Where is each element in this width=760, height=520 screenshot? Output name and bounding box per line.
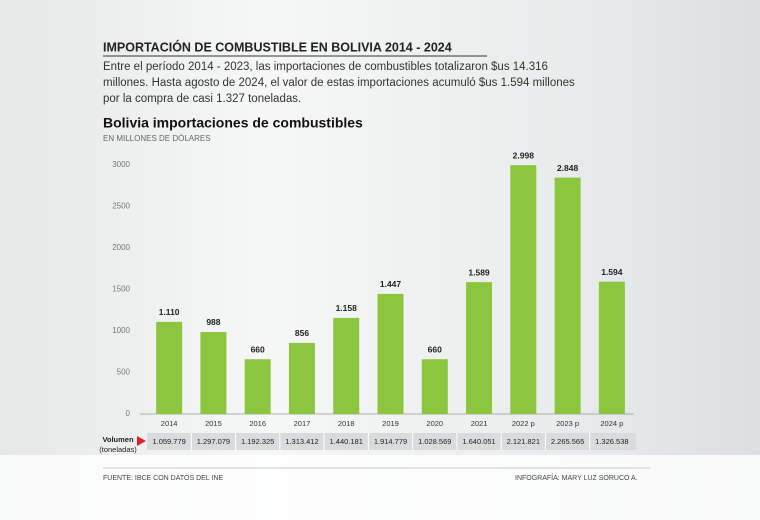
value-label: 1.447 xyxy=(380,279,402,289)
credit: INFOGRAFÍA: MARY LUZ SORUCO A. xyxy=(515,473,638,482)
bar xyxy=(377,293,404,414)
bar xyxy=(244,359,271,414)
bar xyxy=(288,342,315,414)
volume-label: (toneladas) xyxy=(99,445,137,454)
x-tick-label: 2023 p xyxy=(556,419,579,428)
bar xyxy=(510,165,537,414)
value-label: 1.158 xyxy=(336,303,358,313)
header-title: IMPORTACIÓN DE COMBUSTIBLE EN BOLIVIA 20… xyxy=(103,39,452,54)
y-tick-label: 3000 xyxy=(112,160,130,169)
value-label: 660 xyxy=(251,344,265,354)
volume-value: 1.326.538 xyxy=(595,437,628,446)
volume-value: 1.440.181 xyxy=(330,437,363,446)
bar xyxy=(156,321,183,414)
volume-value: 1.192.325 xyxy=(241,437,274,446)
source: FUENTE: IBCE CON DATOS DEL INE xyxy=(103,475,223,482)
value-label: 988 xyxy=(206,317,220,327)
x-tick-label: 2022 p xyxy=(512,419,535,428)
x-tick-label: 2014 xyxy=(161,419,178,428)
background-fade xyxy=(0,455,760,520)
value-label: 1.589 xyxy=(468,267,490,277)
value-label: 1.110 xyxy=(159,307,180,317)
bar xyxy=(421,359,448,414)
x-tick-label: 2018 xyxy=(338,419,355,428)
bar xyxy=(598,281,625,414)
x-tick-label: 2017 xyxy=(294,419,311,428)
x-tick-label: 2020 xyxy=(426,419,443,428)
y-tick-label: 1500 xyxy=(112,285,130,294)
bar xyxy=(466,282,493,414)
value-label: 660 xyxy=(428,344,442,354)
intro: Entre el período 2014 - 2023, las import… xyxy=(103,61,575,105)
volume-value: 1.914.779 xyxy=(374,437,407,446)
volume-label: Volumen xyxy=(102,435,134,444)
volume-value: 2.265.565 xyxy=(551,437,584,446)
value-label: 856 xyxy=(295,328,309,338)
y-tick-label: 2500 xyxy=(112,202,130,211)
x-tick-label: 2015 xyxy=(205,419,222,428)
volume-value: 1.313.412 xyxy=(285,437,318,446)
value-label: 2.998 xyxy=(513,150,535,160)
volume-value: 1.297.079 xyxy=(197,437,230,446)
y-tick-label: 0 xyxy=(126,409,131,418)
bar xyxy=(554,177,581,414)
chart-title: Bolivia importaciones de combustibles xyxy=(103,115,363,131)
volume-value: 1.028.569 xyxy=(418,437,451,446)
y-tick-label: 1000 xyxy=(112,326,130,335)
volume-value: 2.121.821 xyxy=(507,437,540,446)
y-tick-label: 2000 xyxy=(112,243,130,252)
volume-value: 1.640.051 xyxy=(462,437,495,446)
x-tick-label: 2016 xyxy=(249,419,266,428)
x-tick-label: 2019 xyxy=(382,419,399,428)
volume-row xyxy=(147,433,636,450)
row-marker xyxy=(137,436,146,446)
y-tick-label: 500 xyxy=(117,368,131,377)
value-label: 1.594 xyxy=(601,267,623,277)
bar xyxy=(200,331,227,414)
x-tick-label: 2024 p xyxy=(600,419,623,428)
bar xyxy=(333,317,360,414)
x-tick-label: 2021 xyxy=(471,419,488,428)
volume-value: 1.059.779 xyxy=(152,437,185,446)
value-label: 2.848 xyxy=(557,163,579,173)
chart-subtitle: EN MILLONES DE DÓLARES xyxy=(103,134,211,143)
